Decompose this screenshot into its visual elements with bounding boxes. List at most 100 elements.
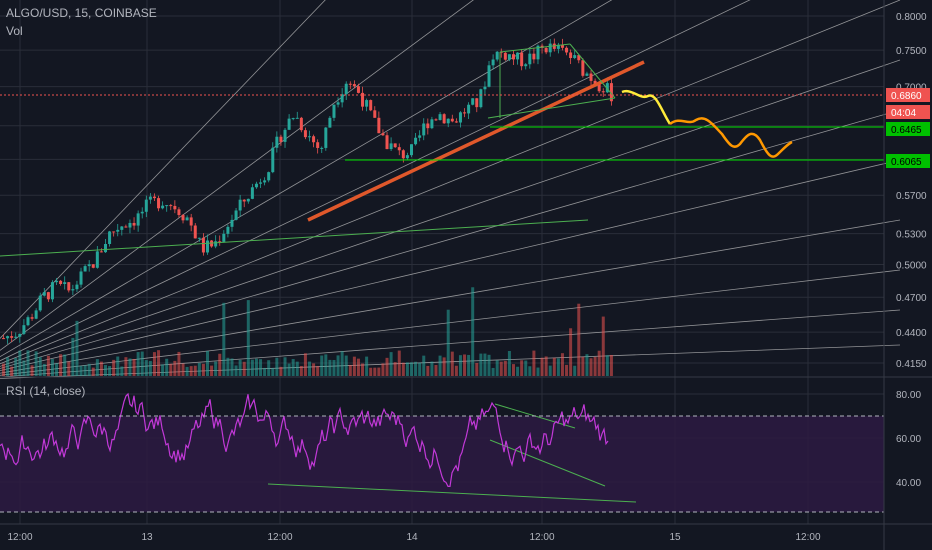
volume-bar <box>389 352 393 376</box>
candle-body <box>422 123 426 136</box>
volume-bar <box>381 363 385 376</box>
volume-bar <box>152 352 156 376</box>
candle-body <box>230 219 234 227</box>
candle-body <box>22 325 26 334</box>
candle-body <box>410 144 413 156</box>
volume-bar <box>18 350 22 376</box>
volume-bar <box>328 359 332 376</box>
volume-bar <box>446 309 450 376</box>
volume-bar <box>10 366 14 376</box>
volume-bar <box>230 358 234 376</box>
candle-body <box>593 80 597 85</box>
candle-body <box>193 225 197 239</box>
volume-bar <box>91 367 95 376</box>
volume-bar <box>250 359 254 376</box>
volume-bar <box>418 362 422 376</box>
level-1-tag: 0.6465 <box>891 125 922 136</box>
candle-body <box>128 222 132 228</box>
volume-bar <box>144 360 148 376</box>
candle-body <box>67 282 71 291</box>
price-tick-label: 0.7500 <box>896 46 927 57</box>
candle-body <box>560 44 564 48</box>
volume-bar <box>540 357 544 376</box>
time-tick-label: 12:00 <box>795 532 820 543</box>
volume-bar <box>132 359 136 376</box>
candle-body <box>605 83 609 93</box>
time-tick-label: 12:00 <box>267 532 292 543</box>
candle-body <box>361 92 365 107</box>
candle-body <box>577 55 581 61</box>
volume-bar <box>26 350 30 376</box>
volume-bar <box>112 359 116 376</box>
candle-body <box>18 333 22 337</box>
volume-bar <box>193 365 197 376</box>
candle-body <box>42 292 46 296</box>
volume-bar <box>560 353 564 376</box>
candle-body <box>10 336 14 338</box>
volume-bar <box>585 354 589 376</box>
volume-bar <box>520 360 524 376</box>
rsi-channel-lower-line <box>489 439 606 487</box>
candle-body <box>55 280 59 283</box>
rsi-overbought-oversold-band <box>0 416 884 512</box>
volume-bar <box>55 363 59 376</box>
candle-body <box>446 118 450 124</box>
candle-body <box>238 199 242 211</box>
volume-bar <box>385 357 389 376</box>
volume-bar <box>259 359 263 376</box>
candle-body <box>287 118 291 130</box>
volume-bar <box>483 353 487 376</box>
candle-body <box>214 241 218 247</box>
candle-body <box>418 135 422 138</box>
candle-body <box>528 53 532 65</box>
volume-bar <box>569 328 573 376</box>
volume-bar <box>218 353 222 376</box>
candle-body <box>189 217 193 226</box>
volume-bar <box>393 362 397 376</box>
rsi-axis[interactable]: 80.00 60.00 40.00 <box>896 390 921 489</box>
volume-bar <box>528 366 532 376</box>
candle-body <box>83 266 87 272</box>
volume-bar <box>495 360 499 376</box>
rsi-indicator-label[interactable]: RSI (14, close) <box>6 384 86 398</box>
candle-body <box>585 73 589 76</box>
countdown-tag-bg <box>886 105 930 119</box>
candle-body <box>581 60 585 76</box>
volume-bar <box>22 360 26 376</box>
candle-body <box>495 51 499 60</box>
volume-bar <box>14 357 18 376</box>
price-tick-label: 0.5700 <box>896 191 927 202</box>
volume-bar <box>75 320 79 376</box>
volume-bar <box>34 351 38 376</box>
candle-body <box>87 264 91 267</box>
volume-bar <box>2 363 5 376</box>
candle-body <box>589 73 593 81</box>
volume-bar <box>246 300 250 376</box>
volume-bar <box>99 361 103 376</box>
volume-bar <box>609 354 613 376</box>
candle-body <box>434 119 438 121</box>
volume-bar <box>140 351 144 376</box>
candle-body <box>365 100 369 107</box>
candle-body <box>108 231 112 245</box>
candle-body <box>373 110 377 118</box>
volume-bar <box>59 354 63 376</box>
symbol-title[interactable]: ALGO/USD, 15, COINBASE <box>6 6 157 20</box>
candle-body <box>520 52 524 67</box>
volume-bar <box>552 357 556 376</box>
price-tick-label: 0.4700 <box>896 293 927 304</box>
candle-body <box>516 52 520 60</box>
volume-bar <box>405 362 409 376</box>
candle-body <box>91 264 95 268</box>
candle-body <box>565 47 569 53</box>
volume-bar <box>397 350 401 376</box>
candle-body <box>132 222 136 226</box>
long-trend-line <box>0 219 589 257</box>
volume-bar <box>340 351 344 376</box>
time-axis[interactable]: 12:00 13 12:00 14 12:00 15 12:00 <box>7 532 820 543</box>
volume-bar <box>79 365 83 376</box>
candle-body <box>173 205 177 210</box>
volume-bar <box>414 361 418 376</box>
volume-indicator-label[interactable]: Vol <box>6 24 23 38</box>
